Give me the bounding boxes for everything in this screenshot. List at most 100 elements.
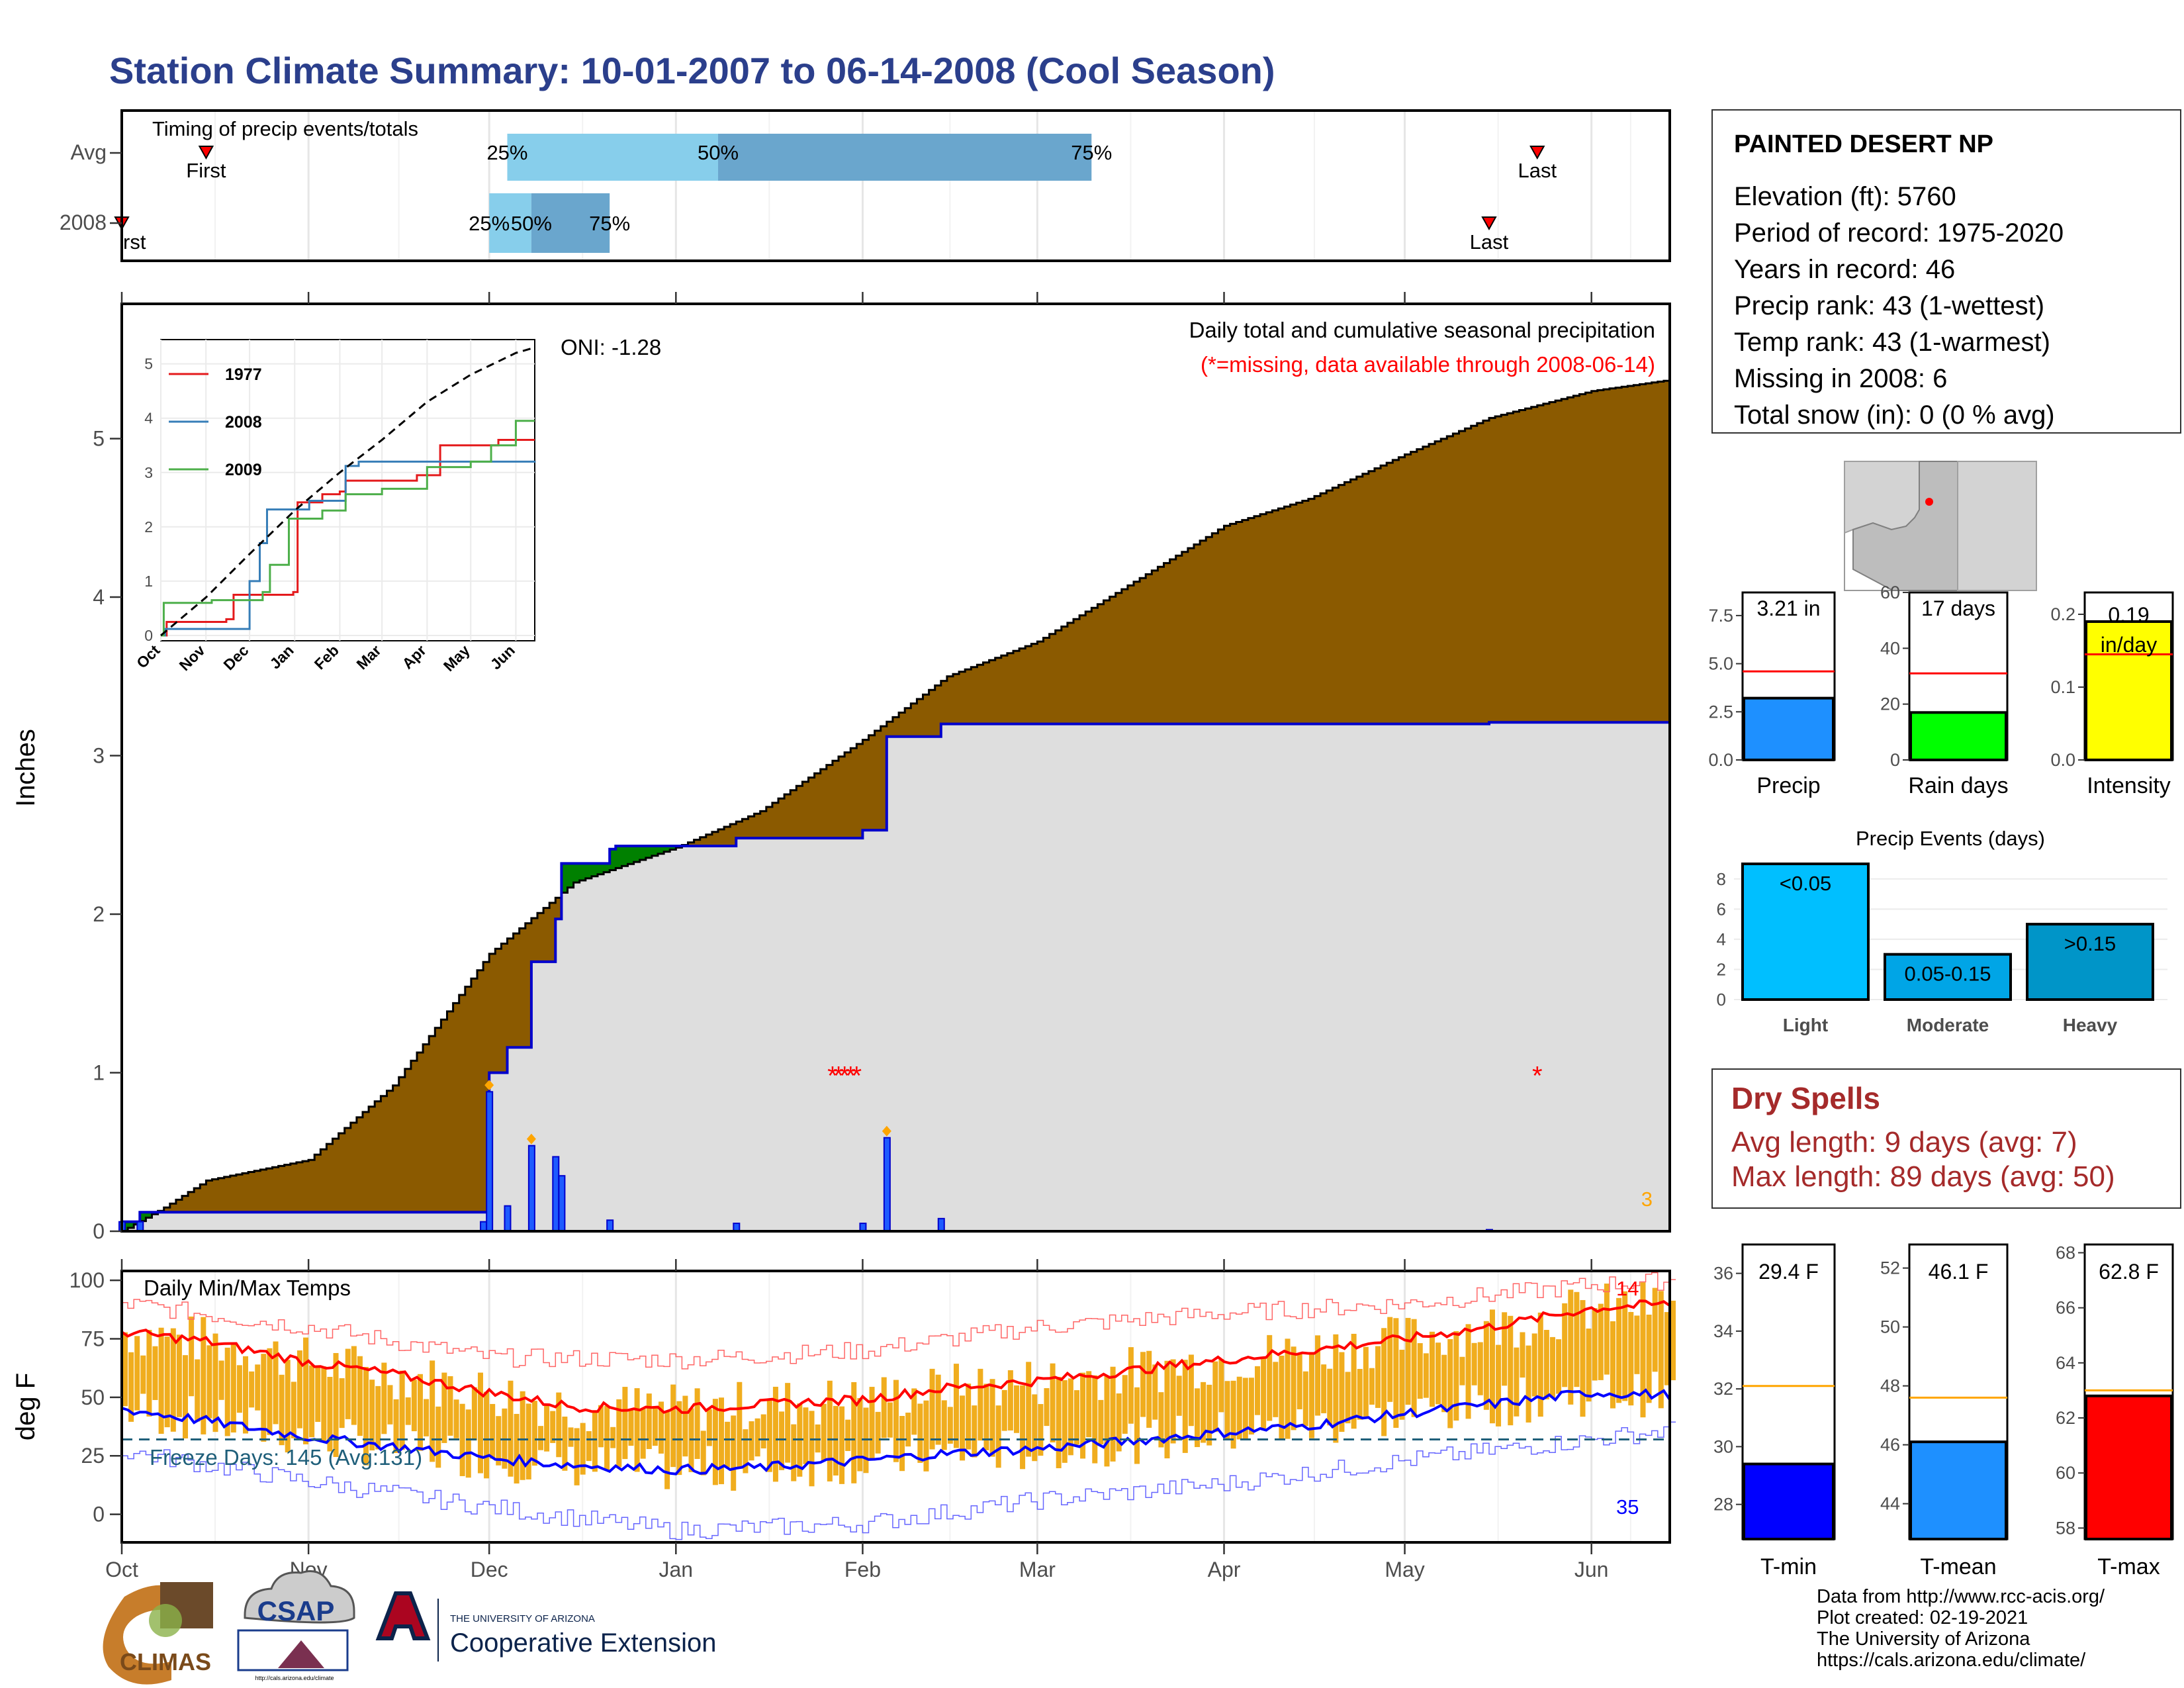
daily-temp-range-bar: [218, 1360, 224, 1400]
daily-temp-range-bar: [785, 1383, 791, 1463]
tmean_mean-y-tick-label: 46: [1880, 1435, 1900, 1455]
state-map: [1844, 461, 2037, 591]
daily-temp-range-bar: [1038, 1404, 1044, 1456]
temp-y-tick-label: 0: [93, 1503, 105, 1526]
daily-temp-range-bar: [972, 1405, 978, 1458]
snow-marker: [526, 1133, 536, 1145]
daily-temp-range-bar: [893, 1380, 899, 1462]
daily-temp-range-bar: [321, 1366, 327, 1442]
station-info-box: PAINTED DESERT NP Elevation (ft): 5760 P…: [1711, 109, 2181, 434]
precip_total-category-label: Precip: [1756, 773, 1820, 798]
precip-events-title: Precip Events (days): [1856, 827, 2045, 850]
daily-temp-range-bar: [1345, 1372, 1351, 1424]
missing-day-marker: *: [833, 1062, 844, 1091]
daily-temp-range-bar: [772, 1386, 778, 1482]
intensity-y-tick-label: 0.2: [2050, 604, 2075, 624]
temp-ylabel: deg F: [11, 1373, 40, 1440]
tmax_mean-bar: [2085, 1394, 2173, 1540]
daily-temp-range-bar: [1616, 1297, 1622, 1403]
daily-temp-range-bar: [243, 1356, 249, 1434]
daily-temp-range-bar: [1496, 1344, 1502, 1427]
daily-temp-range-bar: [531, 1401, 537, 1466]
daily-temp-range-bar: [1164, 1360, 1170, 1459]
daily-temp-range-bar: [1248, 1378, 1254, 1435]
record-tmax-line: [122, 1272, 1676, 1370]
daily-temp-range-bar: [230, 1343, 236, 1433]
daily-precip-bar: [504, 1205, 512, 1232]
daily-temp-range-bar: [296, 1350, 302, 1429]
daily-temp-range-bar: [1297, 1354, 1302, 1409]
daily-temp-range-bar: [435, 1406, 441, 1468]
daily-temp-range-bar: [905, 1413, 911, 1447]
daily-temp-range-bar: [664, 1411, 670, 1489]
precip-events-bar: [2026, 923, 2154, 1001]
daily-temp-range-bar: [1652, 1288, 1658, 1372]
daily-temp-range-bar: [405, 1397, 411, 1425]
month-label: Jan: [659, 1558, 694, 1581]
tmax_mean-y-tick-label: 60: [2056, 1463, 2075, 1483]
daily-temp-range-bar: [754, 1418, 760, 1457]
daily-temp-range-bar: [1387, 1317, 1393, 1402]
tmin_mean-y-tick-label: 32: [1713, 1379, 1733, 1399]
daily-temp-range-bar: [1291, 1346, 1297, 1430]
tmax_mean-y-tick-label: 64: [2056, 1353, 2075, 1373]
daily-temp-range-bar: [1116, 1393, 1122, 1452]
daily-temp-range-bar: [1068, 1378, 1073, 1456]
inset-legend-label: 2009: [225, 461, 262, 479]
daily-temp-range-bar: [887, 1402, 893, 1438]
daily-temp-range-bar: [1013, 1385, 1019, 1433]
footer-credits: Data from http://www.rcc-acis.org/ Plot …: [1817, 1586, 2105, 1671]
daily-temp-range-bar: [1158, 1392, 1164, 1448]
daily-temp-range-bar: [291, 1382, 296, 1438]
rain_days-category-label: Rain days: [1908, 773, 2008, 798]
daily-precip-bar: [480, 1221, 488, 1232]
station-missing: Missing in 2008: 6: [1734, 364, 1948, 393]
precip-events-bar: [1741, 863, 1870, 1001]
daily-temp-range-bar: [731, 1415, 737, 1491]
daily-temp-range-bar: [1363, 1346, 1369, 1417]
inset-y-tick-label: 4: [144, 410, 153, 427]
daily-temp-range-bar: [1502, 1312, 1508, 1386]
daily-temp-range-bar: [1273, 1362, 1279, 1417]
daily-temp-range-bar: [1423, 1353, 1429, 1398]
daily-temp-range-bar: [682, 1395, 688, 1457]
daily-temp-range-bar: [1459, 1356, 1465, 1385]
station-period: Period of record: 1975-2020: [1734, 218, 2064, 248]
missing-day-marker: *: [827, 1062, 838, 1091]
daily-temp-range-bar: [236, 1365, 242, 1413]
month-label: Apr: [1208, 1558, 1241, 1581]
daily-temp-range-bar: [712, 1399, 718, 1485]
daily-temp-range-bar: [477, 1372, 483, 1474]
station-years: Years in record: 46: [1734, 255, 1956, 284]
csap-url: http://cals.arizona.edu/climate: [255, 1675, 334, 1681]
daily-temp-range-bar: [1640, 1282, 1646, 1418]
daily-temp-range-bar: [616, 1399, 622, 1468]
daily-temp-range-bar: [176, 1335, 182, 1417]
daily-temp-range-bar: [1664, 1312, 1670, 1385]
avg-tmax-line: [120, 1299, 1671, 1414]
daily-temp-range-bar: [935, 1374, 941, 1445]
daily-temp-range-bar: [598, 1405, 604, 1448]
timing-marker: [198, 146, 214, 160]
inset-legend-label: 1977: [225, 365, 262, 384]
daily-temp-range-bar: [267, 1348, 273, 1435]
precip-chart-title: Daily total and cumulative seasonal prec…: [1189, 318, 1655, 342]
daily-temp-range-bar: [1375, 1346, 1381, 1408]
daily-temp-range-bar: [1218, 1359, 1224, 1413]
daily-temp-range-bar: [447, 1376, 453, 1436]
precip-events-bar-label: <0.05: [1780, 872, 1831, 895]
daily-temp-range-bar: [441, 1372, 447, 1443]
station-total-snow: Total snow (in): 0 (0 % avg): [1734, 400, 2055, 430]
daily-temp-range-bar: [978, 1368, 983, 1441]
daily-temp-range-bar: [411, 1380, 417, 1432]
precip-y-tick-label: 3: [93, 744, 105, 768]
daily-temp-range-bar: [1230, 1380, 1236, 1449]
daily-temp-range-bar: [1381, 1328, 1387, 1436]
ua-logo-main: Cooperative Extension: [450, 1628, 716, 1658]
rain_days-bar: [1909, 711, 2007, 761]
daily-temp-range-bar: [749, 1421, 754, 1461]
daily-temp-range-bar: [273, 1341, 279, 1425]
daily-temp-range-bar: [1321, 1364, 1327, 1413]
timing-title: Timing of precip events/totals: [152, 117, 418, 140]
